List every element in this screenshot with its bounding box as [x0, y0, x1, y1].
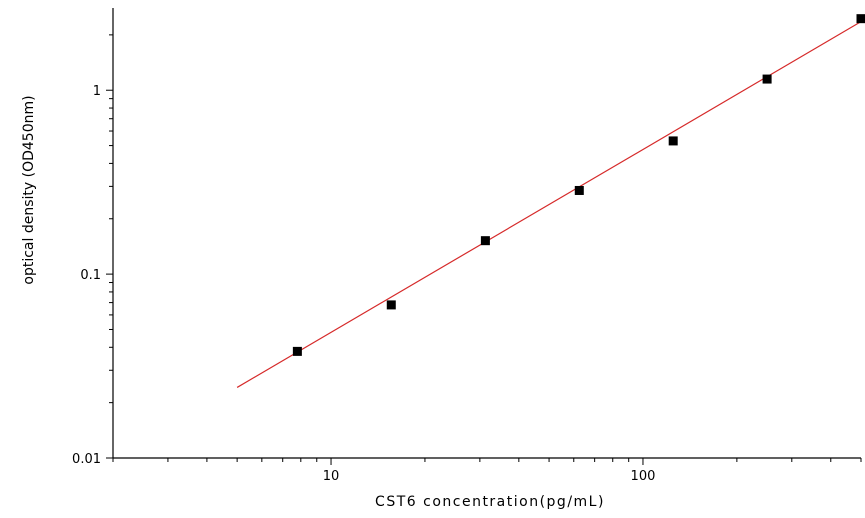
fit-line-group — [236, 21, 862, 388]
x-axis-label: CST6 concentration(pg/mL) — [375, 494, 605, 510]
y-axis-label: optical density (OD450nm) — [21, 95, 37, 284]
data-point — [480, 236, 490, 246]
data-point — [574, 185, 584, 195]
axes: 10 100 0.01 0.1 1 — [72, 8, 862, 484]
y-tick-label: 0.1 — [80, 268, 101, 283]
x-tick-label: 10 — [323, 469, 340, 484]
fit-line — [236, 21, 862, 388]
y-tick-label: 0.01 — [72, 452, 101, 467]
x-tick-label: 100 — [631, 469, 656, 484]
data-point — [292, 346, 302, 356]
data-point — [668, 136, 678, 146]
y-tick-label: 1 — [93, 84, 101, 99]
data-points-group — [292, 14, 865, 356]
data-point — [386, 300, 396, 310]
data-point — [762, 74, 772, 84]
data-point — [856, 14, 865, 24]
